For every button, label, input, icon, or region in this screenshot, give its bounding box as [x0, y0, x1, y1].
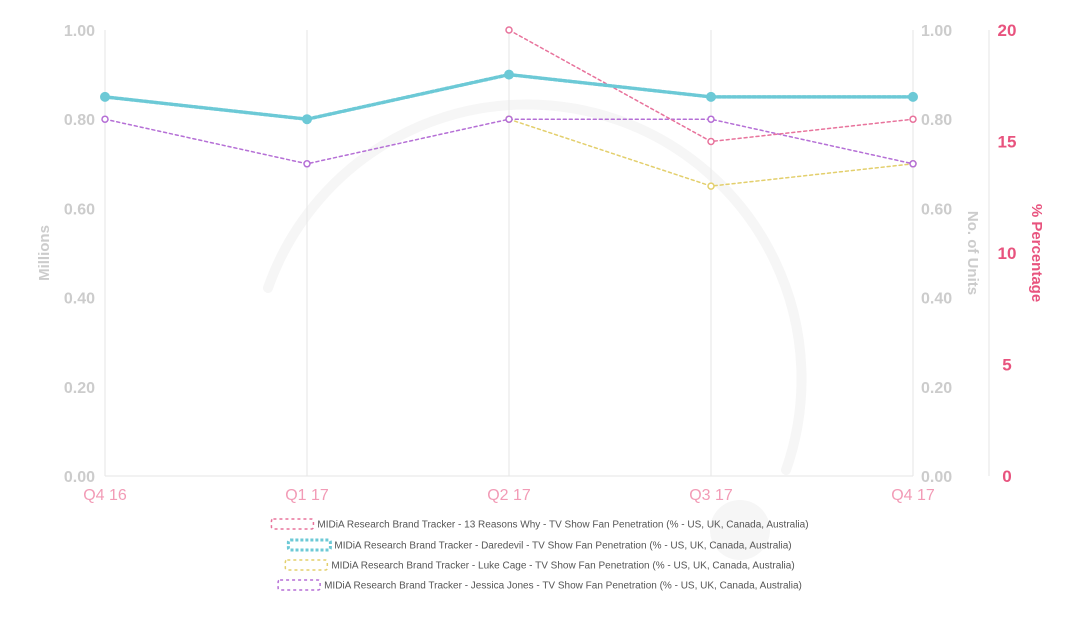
legend-swatch — [286, 538, 332, 552]
legend-item[interactable]: MIDiA Research Brand Tracker - Luke Cage… — [284, 559, 795, 572]
data-point[interactable] — [303, 160, 311, 168]
data-point[interactable] — [908, 91, 918, 102]
x-tick-label: Q4 17 — [891, 487, 935, 504]
x-tick-label: Q1 17 — [285, 487, 329, 504]
legend-swatch — [284, 559, 329, 571]
left-axis-title: Millions — [36, 225, 53, 281]
left-tick-label: 0.60 — [64, 201, 95, 218]
legend-item[interactable]: MIDiA Research Brand Tracker - 13 Reason… — [270, 518, 809, 531]
right-tick-label: 0.60 — [921, 201, 952, 218]
data-point[interactable] — [302, 114, 312, 125]
percentage-tick-label: 5 — [1002, 356, 1011, 375]
data-point[interactable] — [909, 115, 917, 123]
right-tick-label: 0.20 — [921, 380, 952, 397]
watermark-dot — [710, 500, 770, 560]
right-tick-label: 0.40 — [921, 291, 952, 308]
watermark-arc — [263, 99, 807, 475]
right-tick-label: 0.80 — [921, 112, 952, 129]
watermark-graphic — [263, 99, 807, 560]
legend-swatch — [277, 579, 321, 591]
legend-label: MIDiA Research Brand Tracker - Jessica J… — [324, 581, 802, 592]
series-group — [505, 26, 917, 146]
left-tick-label: 0.20 — [64, 380, 95, 397]
data-point[interactable] — [707, 115, 715, 123]
left-tick-label: 1.00 — [64, 23, 95, 40]
grid — [104, 30, 990, 477]
data-point[interactable] — [505, 26, 513, 34]
series-group — [101, 115, 917, 168]
series-layer — [100, 26, 918, 190]
right-tick-label: 0.00 — [921, 469, 952, 486]
left-tick-label: 0.40 — [64, 291, 95, 308]
data-point[interactable] — [909, 160, 917, 168]
x-tick-label: Q2 17 — [487, 487, 531, 504]
data-point[interactable] — [101, 115, 109, 123]
right-axis-title: No. of Units — [964, 211, 981, 295]
legend-label: MIDiA Research Brand Tracker - Daredevil… — [334, 541, 791, 552]
data-point[interactable] — [707, 182, 715, 190]
data-point[interactable] — [707, 137, 715, 146]
percentage-tick-label: 10 — [998, 244, 1017, 263]
data-point[interactable] — [100, 91, 110, 102]
percentage-tick-label: 15 — [998, 133, 1017, 152]
legend-label: MIDiA Research Brand Tracker - 13 Reason… — [317, 520, 808, 531]
x-tick-label: Q3 17 — [689, 487, 733, 504]
left-tick-label: 0.00 — [64, 469, 95, 486]
data-point[interactable] — [505, 115, 513, 123]
data-point[interactable] — [706, 91, 716, 102]
x-axis: Q4 16 Q1 17 Q2 17 Q3 17 Q4 17 — [83, 487, 935, 504]
right-tick-label: 1.00 — [921, 23, 952, 40]
legend: MIDiA Research Brand Tracker - 13 Reason… — [270, 518, 809, 592]
percentage-tick-label: 20 — [998, 21, 1017, 40]
series-group — [100, 69, 918, 125]
data-point[interactable] — [504, 69, 514, 80]
percentage-tick-label: 0 — [1002, 467, 1011, 486]
legend-label: MIDiA Research Brand Tracker - Luke Cage… — [331, 561, 794, 572]
legend-swatch — [270, 518, 315, 530]
percentage-axis-title: % Percentage — [1028, 204, 1045, 302]
right-axis: 0.00 0.20 0.40 0.60 0.80 1.00 — [921, 23, 952, 486]
legend-item[interactable]: MIDiA Research Brand Tracker - Jessica J… — [277, 579, 802, 592]
x-tick-label: Q4 16 — [83, 487, 127, 504]
left-tick-label: 0.80 — [64, 112, 95, 129]
percentage-axis: 0 5 10 15 20 — [998, 21, 1017, 486]
legend-item[interactable]: MIDiA Research Brand Tracker - Daredevil… — [286, 538, 792, 552]
left-axis: 0.00 0.20 0.40 0.60 0.80 1.00 — [64, 23, 95, 486]
